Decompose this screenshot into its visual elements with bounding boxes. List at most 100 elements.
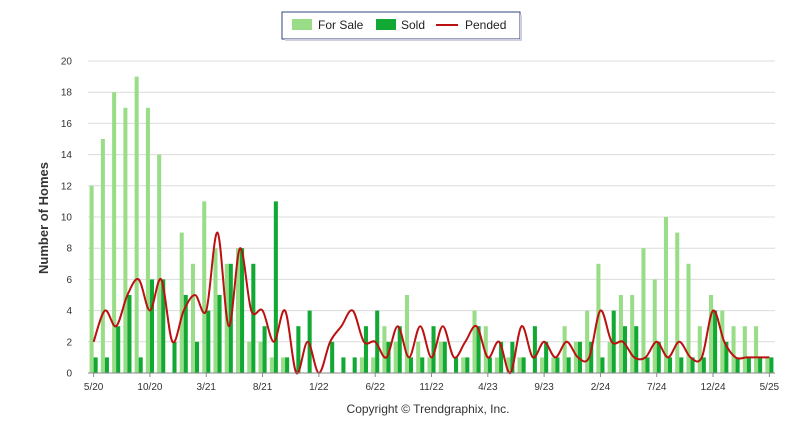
- bar-for-sale: [731, 326, 736, 373]
- bar-for-sale: [371, 357, 376, 373]
- bar-sold: [240, 248, 245, 373]
- bar-sold: [679, 357, 684, 373]
- bar-sold: [758, 357, 763, 373]
- bar-for-sale: [573, 341, 578, 373]
- bar-for-sale: [551, 357, 556, 373]
- bar-for-sale: [89, 185, 94, 373]
- bar-sold: [217, 295, 222, 373]
- bar-sold: [161, 279, 166, 373]
- bar-for-sale: [720, 310, 725, 373]
- y-tick-label: 18: [61, 88, 73, 99]
- bar-for-sale: [709, 295, 714, 373]
- bar-for-sale: [675, 232, 680, 373]
- bar-for-sale: [562, 326, 567, 373]
- bar-sold: [116, 326, 121, 373]
- bar-sold: [690, 357, 695, 373]
- x-tick-label: 1/22: [309, 382, 329, 393]
- bar-sold: [307, 310, 312, 373]
- bar-for-sale: [202, 201, 207, 373]
- legend-label-for-sale: For Sale: [318, 18, 364, 32]
- bar-for-sale: [641, 248, 646, 373]
- bar-for-sale: [630, 295, 635, 373]
- bar-sold: [566, 357, 571, 373]
- bar-for-sale: [134, 76, 139, 373]
- bar-for-sale: [382, 326, 387, 373]
- bar-sold: [454, 357, 459, 373]
- bar-for-sale: [112, 92, 117, 373]
- y-tick-label: 12: [61, 181, 73, 192]
- y-axis-title: Number of Homes: [36, 162, 51, 274]
- bar-sold: [668, 357, 673, 373]
- bar-for-sale: [393, 341, 398, 373]
- bar-for-sale: [404, 295, 409, 373]
- bar-for-sale: [258, 341, 263, 373]
- bar-sold: [532, 326, 537, 373]
- bar-for-sale: [179, 232, 184, 373]
- legend-swatch-sold: [376, 19, 396, 30]
- bar-sold: [363, 326, 368, 373]
- bar-for-sale: [247, 341, 252, 373]
- y-tick-label: 6: [66, 275, 72, 286]
- bar-for-sale: [359, 357, 364, 373]
- bar-for-sale: [145, 107, 150, 374]
- bar-for-sale: [235, 248, 241, 373]
- x-tick-label: 11/22: [419, 382, 444, 393]
- bar-sold: [735, 357, 740, 373]
- legend-box: [281, 11, 521, 40]
- bar-for-sale: [461, 357, 466, 373]
- bar-sold: [769, 357, 774, 373]
- bar-for-sale: [742, 326, 747, 373]
- bar-sold: [724, 341, 729, 373]
- bar-sold: [296, 326, 301, 373]
- bar-for-sale: [472, 310, 477, 373]
- bar-sold: [611, 310, 616, 373]
- bar-sold: [104, 357, 109, 373]
- bar-sold: [285, 357, 290, 373]
- bar-for-sale: [123, 107, 128, 374]
- copyright-text: Copyright © Trendgraphix, Inc.: [347, 402, 510, 416]
- bar-sold: [341, 357, 346, 373]
- bar-sold: [713, 310, 718, 373]
- bar-for-sale: [495, 357, 500, 373]
- bar-for-sale: [213, 248, 218, 373]
- bar-sold: [645, 357, 650, 373]
- y-tick-label: 8: [66, 244, 72, 255]
- bar-sold: [375, 310, 380, 373]
- bar-sold: [487, 357, 492, 373]
- bar-for-sale: [540, 357, 545, 373]
- bar-for-sale: [416, 341, 421, 373]
- x-tick-label: 6/22: [365, 382, 385, 393]
- bar-sold: [510, 341, 515, 373]
- bar-sold: [262, 326, 267, 373]
- x-tick-label: 9/23: [534, 382, 554, 393]
- bar-for-sale: [281, 357, 286, 373]
- y-tick-label: 20: [61, 57, 73, 68]
- x-tick-label: 8/21: [253, 382, 273, 393]
- bar-sold: [138, 357, 143, 373]
- bar-sold: [183, 295, 188, 373]
- bar-for-sale: [100, 139, 105, 373]
- bar-for-sale: [663, 217, 669, 373]
- y-tick-label: 10: [61, 213, 73, 224]
- bar-sold: [127, 295, 132, 373]
- x-tick-label: 3/21: [197, 382, 217, 393]
- bar-sold: [442, 341, 447, 373]
- x-tick-label: 12/24: [701, 382, 726, 393]
- bar-sold: [634, 326, 639, 373]
- line-pended: [92, 231, 770, 375]
- bar-sold: [352, 357, 357, 373]
- bar-for-sale: [506, 357, 511, 373]
- bar-sold: [93, 357, 98, 373]
- bar-sold: [521, 357, 526, 373]
- bar-sold: [499, 341, 504, 373]
- pended-line: [92, 231, 770, 375]
- bar-sold: [194, 341, 200, 373]
- x-tick-label: 5/20: [84, 382, 104, 393]
- bar-sold: [149, 279, 154, 373]
- bars: [89, 76, 774, 374]
- bar-sold: [577, 341, 582, 373]
- legend-label-sold: Sold: [401, 18, 425, 32]
- x-tick-label: 7/24: [647, 382, 667, 393]
- bar-sold: [420, 357, 425, 373]
